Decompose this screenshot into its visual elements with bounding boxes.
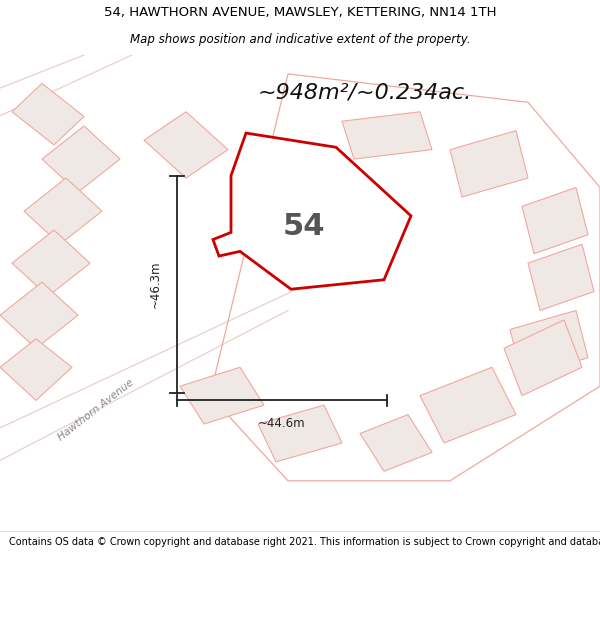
Polygon shape — [258, 405, 342, 462]
Polygon shape — [342, 112, 432, 159]
Text: Map shows position and indicative extent of the property.: Map shows position and indicative extent… — [130, 33, 470, 46]
Polygon shape — [12, 83, 84, 145]
Polygon shape — [12, 230, 90, 296]
Polygon shape — [360, 414, 432, 471]
Text: 54, HAWTHORN AVENUE, MAWSLEY, KETTERING, NN14 1TH: 54, HAWTHORN AVENUE, MAWSLEY, KETTERING,… — [104, 6, 496, 19]
Polygon shape — [180, 368, 264, 424]
Text: ~46.3m: ~46.3m — [149, 261, 162, 308]
Polygon shape — [0, 282, 78, 348]
Polygon shape — [504, 320, 582, 396]
Text: Hawthorn Avenue: Hawthorn Avenue — [56, 378, 136, 442]
Text: ~948m²/~0.234ac.: ~948m²/~0.234ac. — [258, 82, 472, 102]
Polygon shape — [420, 368, 516, 443]
Text: ~44.6m: ~44.6m — [258, 417, 306, 430]
Polygon shape — [24, 178, 102, 244]
Polygon shape — [450, 131, 528, 197]
Polygon shape — [522, 188, 588, 254]
Polygon shape — [528, 244, 594, 311]
Text: 54: 54 — [283, 213, 325, 241]
Text: Contains OS data © Crown copyright and database right 2021. This information is : Contains OS data © Crown copyright and d… — [9, 537, 600, 547]
Polygon shape — [510, 311, 588, 377]
Polygon shape — [42, 126, 120, 192]
Polygon shape — [144, 112, 228, 178]
Polygon shape — [213, 133, 411, 289]
Polygon shape — [0, 339, 72, 401]
